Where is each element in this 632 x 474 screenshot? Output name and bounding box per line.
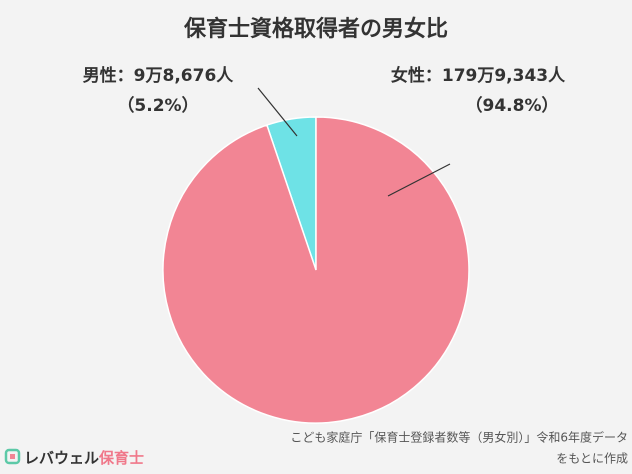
logo-brand: レバウェル	[24, 449, 99, 467]
source-note: をもとに作成	[556, 452, 628, 466]
leader-line	[257, 87, 298, 137]
source-note: こども家庭庁「保育士登録者数等（男女別）」令和6年度データ	[290, 430, 628, 445]
leader-line	[387, 163, 451, 197]
pie	[162, 116, 470, 424]
slice-label: 男性：9万8,676人	[83, 65, 235, 86]
value-label: （5.2%）	[117, 95, 198, 116]
chart-title: 保育士資格取得者の男女比	[183, 16, 448, 42]
value-label: （94.8%）	[466, 95, 559, 116]
logo: レバウェル保育士	[4, 448, 144, 467]
pie-slice	[162, 116, 470, 424]
logo-icon	[10, 454, 15, 459]
logo-brand: レバウェル保育士	[24, 449, 144, 467]
logo-service: 保育士	[98, 449, 144, 467]
slice-label: 女性：179万9,343人	[391, 65, 566, 86]
logo-icon	[4, 448, 21, 465]
